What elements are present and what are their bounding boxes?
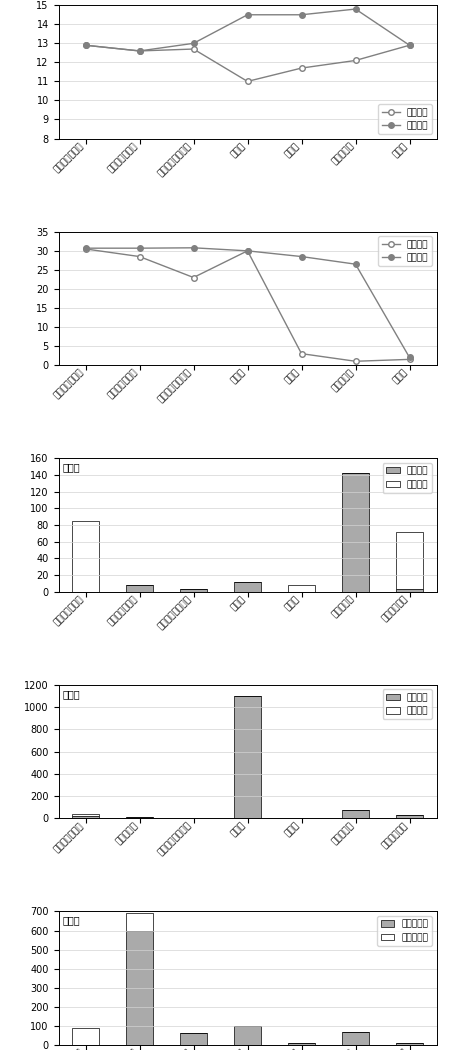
Line: 底層塩分: 底層塩分	[83, 245, 412, 360]
底層水温	[191, 37, 196, 49]
Text: ガス橋: ガス橋	[392, 141, 410, 159]
Text: セントラル硝子前: セントラル硝子前	[157, 1048, 194, 1050]
Bar	[396, 532, 423, 589]
Bar	[180, 1033, 207, 1045]
Bar	[126, 914, 153, 930]
Text: セントラル硝子前: セントラル硝子前	[157, 368, 194, 404]
Text: 大師橋: 大師橋	[230, 821, 248, 839]
Text: 多摩川大橋: 多摩川大橋	[330, 141, 356, 167]
表層塩分	[137, 250, 142, 262]
Text: 大綱橋: 大綱橋	[284, 821, 302, 839]
Text: 個体数: 個体数	[62, 462, 80, 472]
Line: 底層水温: 底層水温	[83, 6, 412, 54]
Bar	[234, 582, 261, 591]
底層塩分	[299, 250, 304, 262]
Bar	[342, 1032, 369, 1045]
表層水温	[353, 55, 358, 67]
Bar	[180, 589, 207, 591]
Text: 個体数: 個体数	[62, 916, 80, 925]
Text: 大綱橋: 大綱橋	[284, 594, 302, 612]
表層水温	[407, 39, 412, 51]
Bar	[72, 521, 99, 591]
表層水温	[245, 76, 250, 88]
表層水温	[137, 45, 142, 58]
表層塩分	[245, 245, 250, 257]
Legend: ヤムシ底層, ヤムシ表層: ヤムシ底層, ヤムシ表層	[377, 916, 432, 946]
底層水温	[137, 45, 142, 58]
底層塩分	[407, 351, 412, 363]
Text: セントラル硝子前: セントラル硝子前	[157, 821, 194, 858]
Bar	[342, 811, 369, 818]
Bar	[234, 696, 261, 818]
Legend: 表層水温, 底層水温: 表層水温, 底層水温	[378, 104, 432, 134]
Text: 多摩川大橋: 多摩川大橋	[330, 594, 356, 620]
Text: 多摩川河口中央: 多摩川河口中央	[107, 1048, 140, 1050]
Bar	[72, 814, 99, 816]
Text: 羽田空港脇灯台: 羽田空港脇灯台	[53, 368, 86, 401]
Text: 大師橋: 大師橋	[230, 141, 248, 159]
Bar	[126, 930, 153, 1045]
Bar	[234, 1026, 261, 1045]
Text: 大師橋: 大師橋	[230, 1048, 248, 1050]
底層水温	[407, 39, 412, 51]
底層塩分	[245, 245, 250, 257]
底層水温	[353, 3, 358, 16]
Text: 大師橋: 大師橋	[230, 368, 248, 385]
Legend: 表層塩分, 底層塩分: 表層塩分, 底層塩分	[378, 236, 432, 266]
Text: 多摩川河口中央: 多摩川河口中央	[107, 594, 140, 627]
Text: 羽田空港脇灯台: 羽田空港脇灯台	[53, 141, 86, 174]
Text: 大綱橋: 大綱橋	[284, 141, 302, 159]
Text: 羽田空港脇全量: 羽田空港脇全量	[53, 821, 86, 854]
Bar	[396, 589, 423, 591]
Text: 個体数: 個体数	[62, 689, 80, 699]
Text: ガス橋の全量: ガス橋の全量	[380, 1048, 410, 1050]
Text: 羽田空港脇全量: 羽田空港脇全量	[53, 1048, 86, 1050]
Text: ガス橋: ガス橋	[392, 368, 410, 385]
Bar	[72, 816, 99, 818]
Legend: アユ底層, アユ表層: アユ底層, アユ表層	[382, 463, 432, 492]
表層水温	[299, 62, 304, 75]
Legend: アミ底層, アミ表層: アミ底層, アミ表層	[382, 690, 432, 719]
底層塩分	[83, 242, 88, 254]
Bar	[396, 815, 423, 818]
Text: 大綱橋: 大綱橋	[284, 1048, 302, 1050]
Text: 多摩川河口中央: 多摩川河口中央	[107, 141, 140, 174]
Text: ガス橋の全量: ガス橋の全量	[380, 821, 410, 850]
Line: 表層塩分: 表層塩分	[83, 246, 412, 364]
Line: 表層水温: 表層水温	[83, 42, 412, 84]
表層塩分	[299, 348, 304, 360]
Text: 大綱橋: 大綱橋	[284, 368, 302, 385]
Bar	[288, 1043, 315, 1045]
底層水温	[299, 8, 304, 21]
Text: ガス橋の金量: ガス橋の金量	[380, 594, 410, 624]
Text: 羽田空港脇全量: 羽田空港脇全量	[53, 594, 86, 627]
Text: 多摩川大橋: 多摩川大橋	[330, 1048, 356, 1050]
表層水温	[191, 43, 196, 56]
Text: セントラル硝子前: セントラル硝子前	[157, 141, 194, 177]
Text: 大師橋: 大師橋	[230, 594, 248, 612]
Bar	[288, 585, 315, 591]
表層塩分	[191, 271, 196, 284]
Text: 多摩川大橋: 多摩川大橋	[330, 821, 356, 846]
Bar	[72, 1028, 99, 1045]
表層塩分	[407, 353, 412, 365]
Bar	[396, 1043, 423, 1045]
底層塩分	[353, 258, 358, 271]
表層水温	[83, 39, 88, 51]
底層塩分	[191, 242, 196, 254]
表層塩分	[83, 243, 88, 255]
表層塩分	[353, 355, 358, 368]
Bar	[126, 585, 153, 591]
底層水温	[83, 39, 88, 51]
Text: 多摩川河口中央: 多摩川河口中央	[107, 368, 140, 401]
Text: セントラル硝子前: セントラル硝子前	[157, 594, 194, 631]
Text: 多摩川河口: 多摩川河口	[114, 821, 140, 846]
底層水温	[245, 8, 250, 21]
Bar	[126, 817, 153, 818]
Bar	[342, 474, 369, 591]
Text: 多摩川大橋: 多摩川大橋	[330, 368, 356, 393]
底層塩分	[137, 242, 142, 254]
